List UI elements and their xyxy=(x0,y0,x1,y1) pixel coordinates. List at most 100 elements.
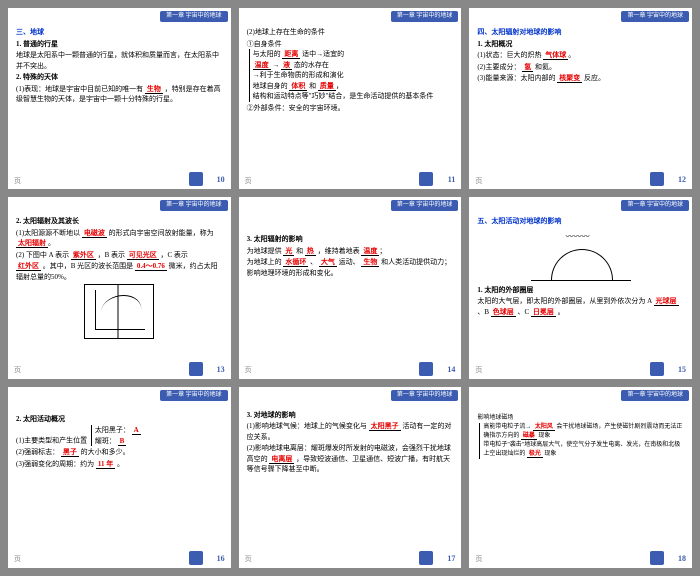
spectrum-graph xyxy=(84,284,154,339)
chapter-header: 第一章 宇宙中的地球 xyxy=(160,390,228,401)
item-title: 2. 太阳辐射及其波长 xyxy=(16,216,223,227)
fill-blank: 水循环 xyxy=(283,258,308,267)
fill-blank: 气体球 xyxy=(543,51,568,60)
body-text: (1)表现：地球是宇宙中目前已知的唯一有 生物 ，特别是存在着高级智慧生物的天体… xyxy=(16,84,223,105)
body-text: ①自身条件 与太阳的 距离 适中→适宜的 温度 → 液 态的水存在 →利于生命物… xyxy=(247,39,454,102)
corner-badge xyxy=(189,551,203,565)
chapter-header: 第一章 宇宙中的地球 xyxy=(621,11,689,22)
sun-layers-sketch xyxy=(531,231,631,281)
page-number: 11 xyxy=(448,174,456,186)
corner-badge xyxy=(419,362,433,376)
page-label: 页 xyxy=(14,365,21,376)
item-title: 1. 太阳概况 xyxy=(477,39,684,50)
page-number: 14 xyxy=(447,364,455,376)
chapter-header: 第一章 宇宙中的地球 xyxy=(391,11,459,22)
fill-blank: 大气 xyxy=(319,258,337,267)
slide-10: 第一章 宇宙中的地球 三、地球 1. 普通的行星 地球是太阳系中一颗普通的行星，… xyxy=(8,8,231,189)
body-text: (1)太阳源源不断地以 电磁波 的形式向宇宙空间放射能量，称为 太阳辐射。 xyxy=(16,228,223,249)
page-label: 页 xyxy=(245,176,252,187)
fill-blank: 电离层 xyxy=(269,455,294,464)
fill-blank: 0.4～0.76 xyxy=(135,262,167,271)
section-title: 五、太阳活动对地球的影响 xyxy=(477,216,684,227)
fill-blank: 核聚变 xyxy=(557,74,582,83)
fill-blank: 生物 xyxy=(145,85,163,94)
body-text: 红外区 。其中，B 光区的波长范围是 0.4～0.76 微米，约占太阳辐射总量的… xyxy=(16,261,223,282)
fill-blank: 可见光区 xyxy=(127,251,159,260)
body-text: (3)能量来源：太阳内部的 核聚变 反应。 xyxy=(477,73,684,84)
page-label: 页 xyxy=(14,176,21,187)
page-number: 15 xyxy=(678,364,686,376)
corner-badge xyxy=(650,172,664,186)
slide-11: 第一章 宇宙中的地球 (2)地球上存在生命的条件 ①自身条件 与太阳的 距离 适… xyxy=(239,8,462,189)
fill-blank: 红外区 xyxy=(16,262,41,271)
page-label: 页 xyxy=(475,176,482,187)
slide-15: 第一章 宇宙中的地球 五、太阳活动对地球的影响 1. 太阳的外部圈层 太阳的大气… xyxy=(469,197,692,378)
slide-16: 第一章 宇宙中的地球 2. 太阳活动概况 (1)主要类型和产生位置 太阳黑子： … xyxy=(8,387,231,568)
fill-blank: 磁暴 xyxy=(521,433,537,440)
fill-blank: 液 xyxy=(281,61,292,70)
fill-blank: 黑子 xyxy=(61,448,79,457)
slide-18: 第一章 宇宙中的地球 影响地球磁场 高能带电粒子流→ 太阳风 会干扰地球磁场，产… xyxy=(469,387,692,568)
chapter-header: 第一章 宇宙中的地球 xyxy=(391,390,459,401)
corner-badge xyxy=(650,551,664,565)
page-label: 页 xyxy=(245,365,252,376)
fill-blank: 太阳辐射 xyxy=(16,239,48,248)
fill-blank: B xyxy=(118,437,127,446)
fill-blank: 距离 xyxy=(282,50,300,59)
body-text: (2)影响地球电离层：耀斑爆发时所发射的电磁波，会强烈干扰地球高空的 电离层 ，… xyxy=(247,443,454,475)
body-text: 地球是太阳系中一颗普通的行星，就体积和质量而言，在太阳系中并不突出。 xyxy=(16,50,223,71)
corner-badge xyxy=(189,362,203,376)
fill-blank: 日冕层 xyxy=(531,308,556,317)
page-number: 16 xyxy=(217,553,225,565)
body-text: (1)影响地球气候：地球上的气候变化与 太阳黑子 活动有一定的对应关系。 xyxy=(247,421,454,442)
chapter-header: 第一章 宇宙中的地球 xyxy=(621,390,689,401)
corner-badge xyxy=(189,172,203,186)
body-text: (1)状态：巨大的炽热 气体球。 xyxy=(477,50,684,61)
fill-blank: 极光 xyxy=(527,451,543,458)
slide-grid: 第一章 宇宙中的地球 三、地球 1. 普通的行星 地球是太阳系中一颗普通的行星，… xyxy=(8,8,692,568)
item-title: 2. 太阳活动概况 xyxy=(16,414,223,425)
body-text: (2) 下图中 A 表示 紫外区 ，B 表示 可见光区 ，C 表示 xyxy=(16,250,223,261)
slide-12: 第一章 宇宙中的地球 四、太阳辐射对地球的影响 1. 太阳概况 (1)状态：巨大… xyxy=(469,8,692,189)
body-text: (2)地球上存在生命的条件 xyxy=(247,27,454,38)
body-text: (2)主要成分： 氢 和氦。 xyxy=(477,62,684,73)
page-number: 12 xyxy=(678,174,686,186)
item-title: 1. 普通的行星 xyxy=(16,39,223,50)
chapter-header: 第一章 宇宙中的地球 xyxy=(160,200,228,211)
chapter-header: 第一章 宇宙中的地球 xyxy=(391,200,459,211)
fill-blank: 电磁波 xyxy=(82,229,107,238)
body-text: 影响地球磁场 高能带电粒子流→ 太阳风 会干扰地球磁场，产生使磁针剧烈震动而无法… xyxy=(477,414,684,459)
slide-13: 第一章 宇宙中的地球 2. 太阳辐射及其波长 (1)太阳源源不断地以 电磁波 的… xyxy=(8,197,231,378)
chapter-header: 第一章 宇宙中的地球 xyxy=(160,11,228,22)
page-label: 页 xyxy=(475,554,482,565)
fill-blank: 色球层 xyxy=(491,308,516,317)
chapter-header: 第一章 宇宙中的地球 xyxy=(621,200,689,211)
fill-blank: 光球层 xyxy=(654,297,679,306)
page-number: 10 xyxy=(217,174,225,186)
corner-badge xyxy=(650,362,664,376)
page-number: 13 xyxy=(217,364,225,376)
body-text: ②外部条件：安全的宇宙环境。 xyxy=(247,103,454,114)
page-number: 17 xyxy=(447,553,455,565)
body-text: 为地球提供 光 和 热 ，维持着地表 温度； xyxy=(247,246,454,257)
fill-blank: 光 xyxy=(283,247,294,256)
body-text: (2)强弱标志： 黑子 的大小和多少。 xyxy=(16,447,223,458)
slide-17: 第一章 宇宙中的地球 3. 对地球的影响 (1)影响地球气候：地球上的气候变化与… xyxy=(239,387,462,568)
fill-blank: 太阳黑子 xyxy=(369,422,401,431)
corner-badge xyxy=(419,551,433,565)
fill-blank: 质量 xyxy=(318,82,336,91)
slide-14: 第一章 宇宙中的地球 3. 太阳辐射的影响 为地球提供 光 和 热 ，维持着地表… xyxy=(239,197,462,378)
page-label: 页 xyxy=(14,554,21,565)
fill-blank: 紫外区 xyxy=(71,251,96,260)
page-number: 18 xyxy=(678,553,686,565)
section-title: 三、地球 xyxy=(16,27,223,38)
item-title: 2. 特殊的天体 xyxy=(16,72,223,83)
fill-blank: 温度 xyxy=(361,247,379,256)
body-text: 为地球上的 水循环 、 大气 运动、 生物 和人类活动提供动力；影响地理环境的形… xyxy=(247,257,454,278)
page-label: 页 xyxy=(245,554,252,565)
item-title: 1. 太阳的外部圈层 xyxy=(477,285,684,296)
body-text: 太阳的大气层，即太阳的外部圈层，从里到外依次分为 A 光球层 、B 色球层 、C… xyxy=(477,296,684,317)
item-title: 3. 对地球的影响 xyxy=(247,410,454,421)
fill-blank: 体积 xyxy=(289,82,307,91)
corner-badge xyxy=(419,172,433,186)
